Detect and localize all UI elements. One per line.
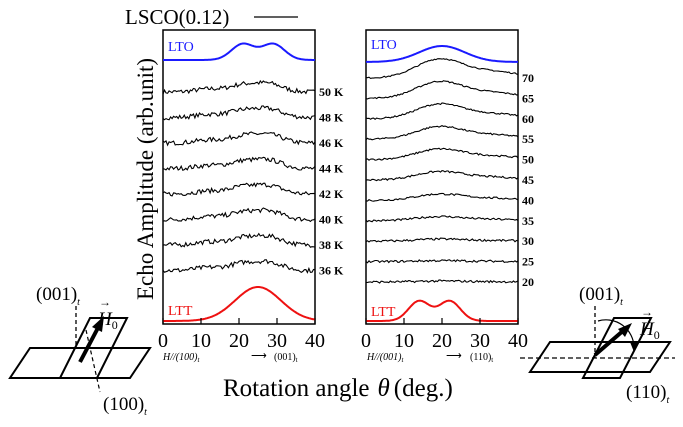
right-crystal-diagram: (001)t H0 → (110)t — [520, 284, 675, 406]
x-tick-label: 40 — [305, 330, 325, 352]
ltt-reference-curve — [366, 299, 518, 322]
echo-trace — [162, 259, 316, 274]
left-field-arrowhead-icon — [92, 316, 104, 332]
temperature-label: 50 — [522, 153, 534, 167]
left-lto-label: LTO — [168, 40, 194, 55]
temperature-label: 40 — [522, 193, 534, 207]
right-xlabel-left: H//(001)t — [366, 352, 404, 364]
temperature-label: 30 — [522, 234, 534, 248]
right-x-ticks: 0 10 20 30 40 — [361, 318, 528, 352]
left-x-ticks: 0 10 20 30 40 — [158, 318, 325, 352]
lto-reference-curve — [366, 45, 518, 63]
echo-trace — [365, 237, 519, 243]
temperature-label: 40 K — [319, 213, 344, 227]
left-ltt-label: LTT — [168, 304, 193, 319]
right-field-label: H0 — [639, 319, 660, 342]
temperature-label: 44 K — [319, 162, 344, 176]
right-diagram-label-110: (110)t — [626, 382, 669, 406]
temperature-label: 60 — [522, 112, 534, 126]
left-field-label: H0 — [97, 309, 118, 332]
left-plate-horizontal — [8, 347, 152, 379]
temperature-label: 38 K — [319, 238, 344, 252]
right-xlabel-right: (110)t — [470, 352, 493, 364]
temperature-label: 46 K — [319, 136, 344, 150]
echo-trace — [365, 124, 519, 141]
left-diagram-label-001: (001)t — [36, 284, 80, 308]
temperature-label: 35 — [522, 214, 534, 228]
x-tick-label: 0 — [361, 330, 371, 352]
right-field-vector-arrow-icon: → — [641, 305, 653, 319]
right-panel-frame — [365, 29, 519, 325]
right-temperature-labels: 70 65 60 55 50 45 40 35 30 25 20 — [522, 71, 534, 289]
temperature-label: 50 K — [319, 85, 344, 99]
left-xlabel-left: H//(100)t — [162, 352, 200, 364]
ltt-reference-curve — [163, 286, 316, 322]
temperature-label: 25 — [522, 255, 534, 269]
left-temperature-labels: 50 K 48 K 46 K 44 K 42 K 40 K 38 K 36 K — [319, 85, 344, 278]
x-tick-label: 40 — [508, 330, 528, 352]
echo-trace — [365, 58, 519, 79]
right-xlabel-arrow: ⟶ — [446, 350, 462, 362]
right-panel: LTO LTT 70 65 60 55 50 45 40 35 30 25 20 0 10 20 30 40… — [361, 29, 534, 364]
right-field-arrowhead-icon — [618, 323, 632, 337]
left-xlabel-right: (001)t — [274, 352, 298, 364]
echo-trace — [365, 192, 519, 202]
echo-trace — [365, 102, 519, 121]
echo-trace — [162, 105, 316, 121]
temperature-label: 48 K — [319, 111, 344, 125]
right-diagram-label-001: (001)t — [579, 284, 623, 308]
temperature-label: 65 — [522, 91, 534, 105]
temperature-label: 70 — [522, 71, 534, 85]
x-tick-label: 30 — [470, 330, 490, 352]
left-trace-group — [162, 42, 316, 322]
echo-trace — [365, 279, 519, 284]
temperature-label: 45 — [522, 173, 534, 187]
right-field-arrow — [593, 328, 626, 357]
x-tick-label: 10 — [191, 330, 211, 352]
echo-trace — [365, 80, 518, 100]
left-panel: LTO LTT 50 K 48 K 46 K 44 K 42 K 40 K 38 K 36 K… — [158, 29, 344, 364]
y-axis-label: Echo Amplitude (arb.unit) — [133, 58, 158, 300]
echo-trace — [365, 147, 519, 161]
left-field-arrow — [78, 323, 102, 363]
right-lto-label: LTO — [371, 38, 397, 53]
echo-trace — [162, 232, 316, 248]
x-axis-label: Rotation angle θ (deg.) — [223, 375, 453, 402]
echo-trace — [365, 170, 519, 182]
left-diagram-label-100: (100)t — [103, 394, 147, 418]
x-tick-label: 20 — [229, 330, 249, 352]
left-xlabel-arrow: ⟶ — [251, 350, 267, 362]
temperature-label: 55 — [522, 132, 534, 146]
temperature-label: 20 — [522, 275, 534, 289]
right-trace-group — [365, 45, 519, 322]
echo-trace — [162, 207, 316, 223]
echo-trace — [365, 215, 519, 223]
x-tick-label: 0 — [158, 330, 168, 352]
echo-trace — [162, 182, 316, 197]
right-ltt-label: LTT — [371, 305, 396, 320]
x-tick-label: 30 — [267, 330, 287, 352]
echo-trace — [162, 131, 316, 147]
figure-title: LSCO(0.12) — [125, 5, 229, 29]
echo-trace — [162, 156, 316, 172]
echo-trace — [365, 259, 519, 264]
temperature-label: 36 K — [319, 264, 344, 278]
right-arc-arrowhead-icon — [630, 342, 639, 352]
x-tick-label: 20 — [432, 330, 452, 352]
temperature-label: 42 K — [319, 187, 344, 201]
left-field-vector-arrow-icon: → — [99, 295, 111, 309]
left-panel-frame — [162, 29, 316, 325]
echo-trace — [162, 79, 316, 95]
lto-reference-curve — [163, 42, 315, 61]
x-tick-label: 10 — [394, 330, 414, 352]
left-axis-100 — [85, 329, 101, 393]
left-crystal-diagram: (001)t H0 → (100)t — [8, 284, 152, 418]
